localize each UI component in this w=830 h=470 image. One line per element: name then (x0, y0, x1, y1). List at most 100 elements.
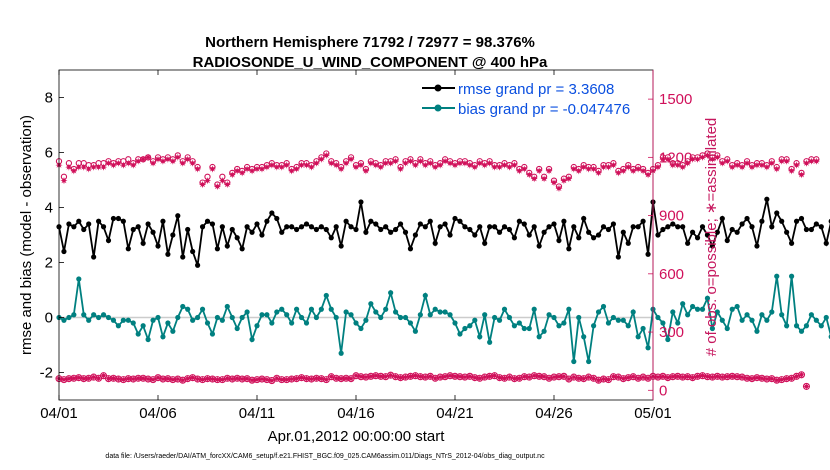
bias-point (803, 323, 810, 329)
rmse-point (294, 226, 300, 233)
obs_assimilated-point (283, 161, 291, 169)
y-tick-label-right: 0 (659, 382, 667, 399)
bias-point (709, 325, 716, 332)
obs_assimilated-point (728, 163, 736, 171)
rmse-point (625, 240, 631, 246)
bias-point (224, 303, 230, 310)
rmse-point (798, 215, 805, 222)
rmse-point (343, 218, 349, 224)
y-tick-label: 0 (45, 310, 53, 327)
rmse-point (724, 237, 730, 244)
bias-point (239, 314, 245, 321)
y-tick-label: -2 (40, 365, 53, 382)
obs_assimilated-point (387, 159, 395, 167)
obs_assimilated-point (654, 163, 662, 171)
obs_assimilated-point (60, 177, 68, 185)
bias-point (789, 273, 795, 279)
obs_assimilated-point (619, 167, 627, 175)
obs_assimilated-point (129, 161, 137, 169)
bias-point (665, 336, 671, 343)
rmse-point (581, 215, 587, 222)
bias-point (264, 312, 270, 318)
bias-point (170, 328, 176, 334)
bias-point (462, 325, 468, 332)
rmse-point (195, 262, 201, 268)
rmse-point (115, 215, 121, 222)
bias-point (110, 317, 117, 323)
bias-point (521, 325, 527, 332)
obs_assimilated-point (535, 167, 543, 175)
bias-point (313, 314, 319, 321)
bias-point (759, 312, 765, 318)
rmse-point (100, 224, 107, 230)
y-tick-label: 6 (45, 145, 53, 162)
obs_assimilated-point (639, 167, 647, 175)
bias-point (61, 317, 67, 323)
obs_assimilated-point (510, 161, 518, 169)
bias-point (229, 314, 235, 321)
obs_assimilated-point (95, 163, 103, 171)
bias-point (333, 314, 339, 321)
bias-point (506, 314, 513, 321)
rmse-point (264, 218, 270, 224)
rmse-point (496, 229, 503, 235)
obs_assimilated-point (491, 163, 499, 171)
y-tick-label-right: 1200 (659, 149, 692, 166)
rmse-point (566, 246, 572, 252)
rmse-point (492, 224, 498, 230)
x-tick-label: 04/01 (40, 405, 78, 422)
bias-point (91, 312, 97, 318)
rmse-point (303, 221, 310, 227)
bias-point (699, 306, 706, 312)
obs_assimilated-point (550, 179, 558, 187)
rmse-point (209, 221, 216, 227)
rmse-point (308, 224, 315, 230)
rmse-point (630, 224, 636, 230)
rmse-point (808, 226, 815, 233)
bias-point (586, 358, 592, 365)
rmse-point (482, 240, 488, 246)
bias-point (427, 312, 433, 318)
bias-point (793, 323, 800, 329)
obs_bottom-point (134, 374, 142, 382)
rmse-point (110, 215, 117, 222)
rmse-point (397, 221, 404, 227)
bias-point (190, 317, 196, 323)
rmse-point (655, 232, 661, 238)
bias-point (135, 331, 141, 337)
bias-point (541, 328, 547, 334)
obs_assimilated-point (545, 167, 553, 175)
bias-point (204, 320, 211, 326)
rmse-point (185, 226, 191, 233)
bias-point (581, 334, 587, 340)
bias-point (343, 309, 349, 315)
legend-rmse-marker (434, 84, 442, 92)
rmse-point (546, 224, 552, 230)
bias-point (393, 309, 399, 315)
plot-area (59, 70, 653, 400)
rmse-point (318, 224, 324, 230)
obs_assimilated-point (273, 163, 281, 171)
rmse-point (61, 248, 67, 255)
rmse-point (388, 229, 394, 235)
obs_assimilated-point (753, 161, 761, 169)
bias-point (645, 345, 651, 351)
rmse-point (591, 235, 597, 241)
rmse-point (91, 254, 97, 260)
rmse-point (789, 240, 795, 246)
obs_assimilated-point (169, 157, 177, 165)
obs_assimilated-point (411, 161, 419, 169)
obs_assimilated-point (674, 161, 682, 169)
bias-point (808, 312, 815, 318)
bias-point (719, 317, 725, 323)
rmse-point (219, 224, 225, 230)
obs_assimilated-point (624, 163, 632, 171)
bias-point (219, 317, 225, 323)
rmse-point (620, 229, 626, 235)
series-rmse (56, 196, 830, 268)
legend-bias-marker (434, 104, 442, 112)
rmse-point (645, 251, 651, 257)
obs_bottom-point (214, 376, 221, 383)
rmse-point (506, 226, 513, 233)
obs_assimilated-point (723, 157, 731, 165)
